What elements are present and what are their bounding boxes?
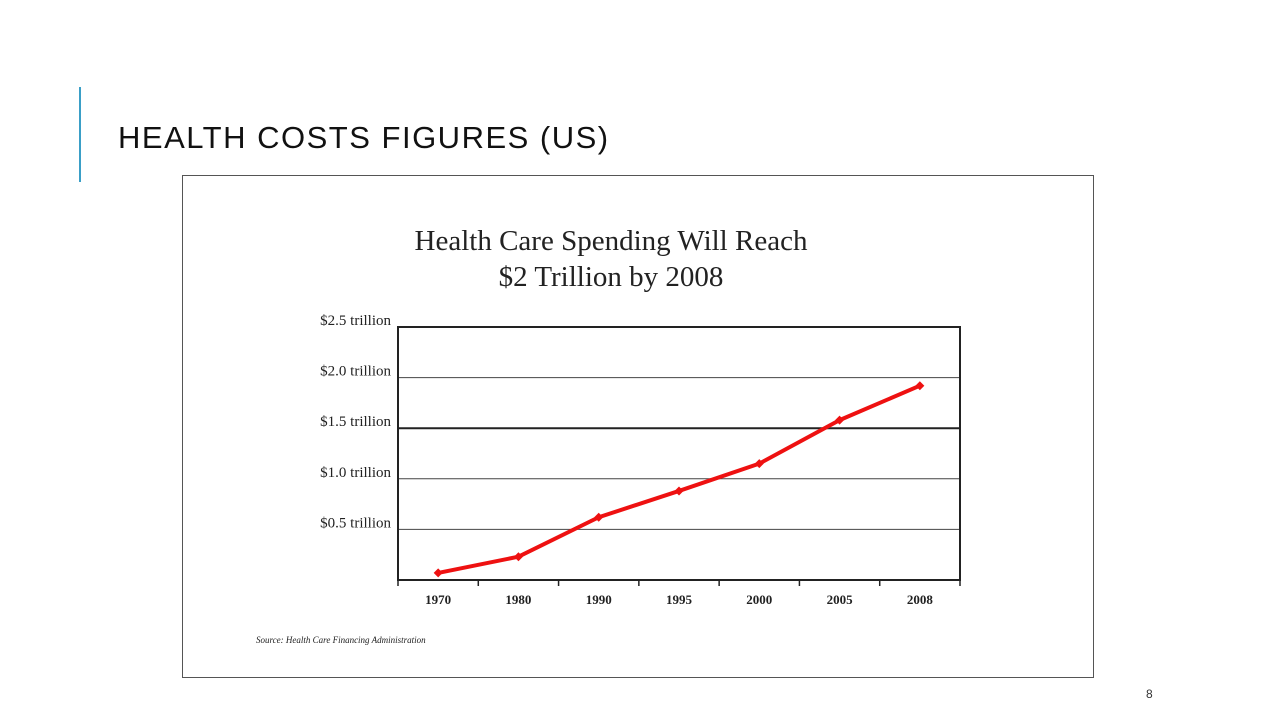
x-tick-label: 2000 (746, 592, 772, 607)
x-tick-label: 2005 (827, 592, 854, 607)
y-axis-labels: $0.5 trillion $1.0 trillion $1.5 trillion $… (320, 313, 391, 531)
x-tick-label: 1990 (586, 592, 612, 607)
data-point-marker (915, 381, 925, 391)
slide-title: HEALTH COSTS FIGURES (US) (118, 120, 610, 155)
chart-frame: Health Care Spending Will Reach $2 Trill… (182, 175, 1094, 678)
title-accent-bar (79, 87, 81, 182)
y-tick-label: $2.5 trillion (320, 313, 391, 329)
page-number: 8 (1146, 687, 1153, 701)
data-point-marker (754, 459, 764, 469)
x-tick-label: 2008 (907, 592, 934, 607)
data-point-marker (513, 552, 523, 562)
y-tick-label: $1.0 trillion (320, 465, 391, 481)
plot-area-border (397, 326, 961, 581)
chart-title-line-2: $2 Trillion by 2008 (499, 261, 724, 293)
data-point-marker (594, 512, 604, 522)
data-point-marker (835, 415, 845, 425)
x-tick-label: 1995 (666, 592, 693, 607)
x-tick-label: 1970 (425, 592, 451, 607)
y-tick-label: $0.5 trillion (320, 515, 391, 531)
x-axis-labels: 1970 1980 1990 1995 2000 2005 2008 (425, 592, 933, 607)
x-axis-ticks (397, 580, 961, 586)
health-spending-chart: Health Care Spending Will Reach $2 Trill… (256, 225, 961, 645)
chart-source-note: Source: Health Care Financing Administra… (256, 635, 426, 645)
y-tick-label: $1.5 trillion (320, 414, 391, 430)
y-tick-label: $2.0 trillion (320, 364, 391, 380)
data-point-marker (674, 486, 684, 496)
data-point-marker (433, 568, 443, 578)
chart-title-line-1: Health Care Spending Will Reach (415, 225, 808, 257)
series-layer (433, 381, 925, 578)
x-tick-label: 1980 (505, 592, 531, 607)
chart-gridlines (398, 377, 960, 530)
series-line (436, 383, 922, 575)
